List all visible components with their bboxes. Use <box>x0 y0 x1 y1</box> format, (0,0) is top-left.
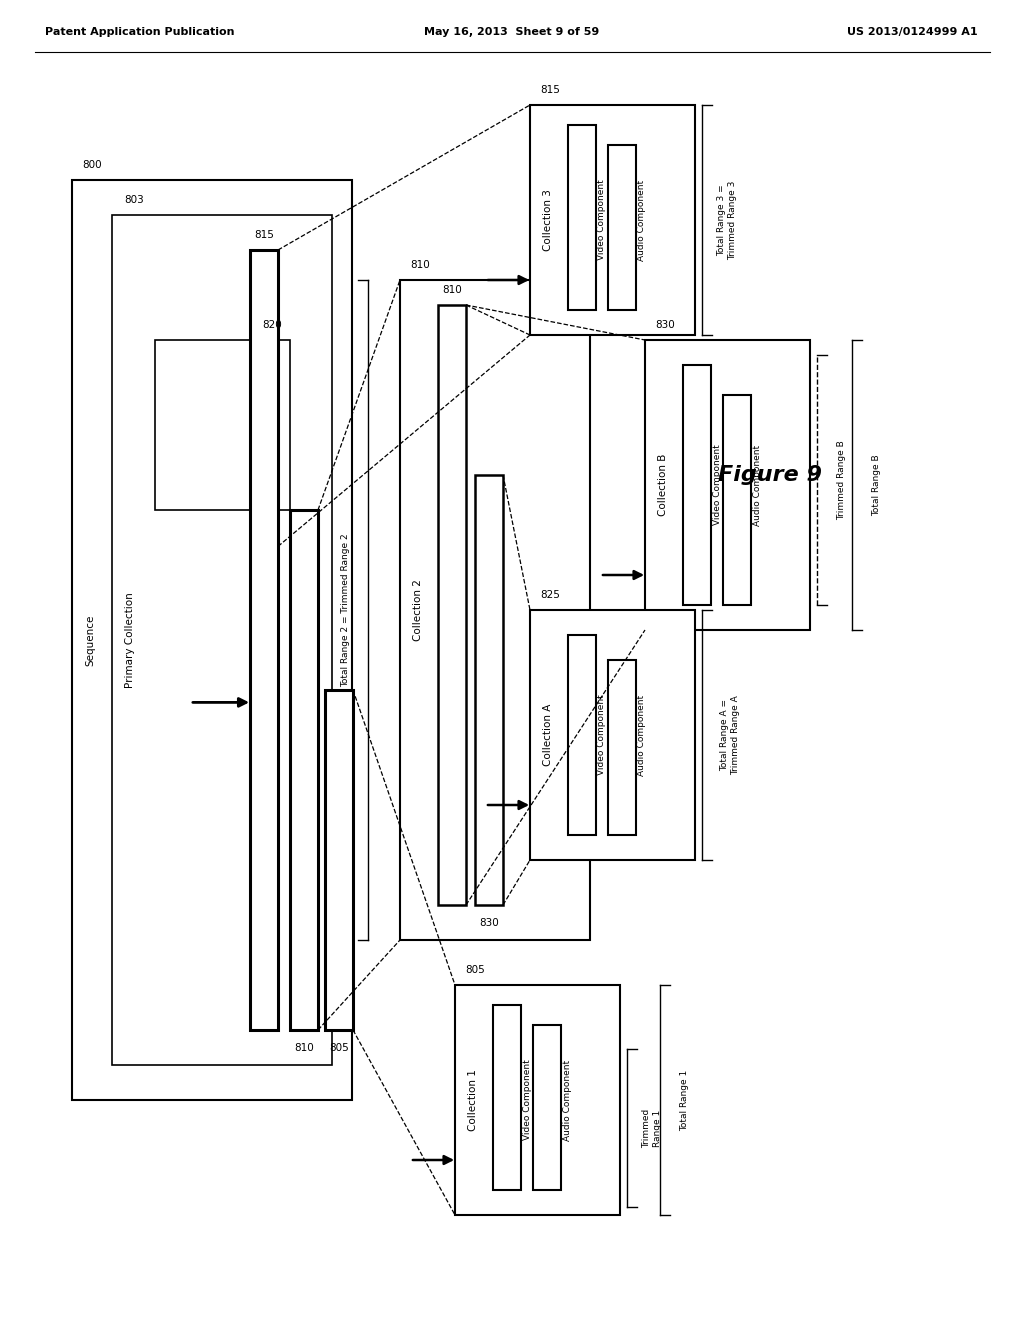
Text: Total Range 1: Total Range 1 <box>681 1069 689 1131</box>
Text: Primary Collection: Primary Collection <box>125 593 135 688</box>
Text: 815: 815 <box>254 230 274 240</box>
Text: Audio Component: Audio Component <box>638 180 646 260</box>
Bar <box>568 635 596 836</box>
Text: Audio Component: Audio Component <box>753 445 762 525</box>
Text: Video Component: Video Component <box>713 445 722 525</box>
Text: 810: 810 <box>294 1043 314 1053</box>
Text: Collection 1: Collection 1 <box>468 1069 478 1131</box>
Text: Total Range 2 = Trimmed Range 2: Total Range 2 = Trimmed Range 2 <box>341 533 350 686</box>
Bar <box>683 366 711 605</box>
Bar <box>645 341 810 630</box>
Bar <box>568 125 596 310</box>
Text: Collection A: Collection A <box>543 704 553 766</box>
Text: 820: 820 <box>262 319 282 330</box>
Text: 825: 825 <box>540 590 560 601</box>
Bar <box>112 215 332 1065</box>
Text: 810: 810 <box>410 260 430 271</box>
Text: Figure 9: Figure 9 <box>718 465 822 484</box>
Text: Video Component: Video Component <box>522 1060 531 1140</box>
Bar <box>438 305 466 906</box>
Bar <box>290 510 318 1030</box>
Bar <box>530 106 695 335</box>
Text: Trimmed Range B: Trimmed Range B <box>838 440 847 520</box>
Text: 830: 830 <box>479 917 499 928</box>
Bar <box>723 395 751 605</box>
Bar <box>400 280 590 940</box>
Bar <box>608 660 636 836</box>
Bar <box>530 610 695 861</box>
Text: 805: 805 <box>329 1043 349 1053</box>
Text: Total Range B: Total Range B <box>872 454 882 516</box>
Text: 803: 803 <box>124 195 143 205</box>
Text: Sequence: Sequence <box>85 614 95 665</box>
Bar <box>534 1026 561 1191</box>
Text: Collection 2: Collection 2 <box>413 579 423 642</box>
Text: Patent Application Publication: Patent Application Publication <box>45 26 234 37</box>
Bar <box>608 145 636 310</box>
Text: US 2013/0124999 A1: US 2013/0124999 A1 <box>848 26 978 37</box>
Text: 815: 815 <box>540 84 560 95</box>
Text: Audio Component: Audio Component <box>638 694 646 776</box>
Text: 800: 800 <box>82 160 101 170</box>
Text: Total Range A =
Trimmed Range A: Total Range A = Trimmed Range A <box>720 696 739 775</box>
Text: Trimmed
Range 1: Trimmed Range 1 <box>642 1109 662 1148</box>
Text: Video Component: Video Component <box>597 694 606 775</box>
Text: Audio Component: Audio Component <box>562 1060 571 1140</box>
Text: Collection B: Collection B <box>658 454 668 516</box>
Bar <box>325 690 353 1030</box>
Text: Collection 3: Collection 3 <box>543 189 553 251</box>
Text: 805: 805 <box>465 965 484 975</box>
Text: 830: 830 <box>655 319 675 330</box>
Bar <box>250 249 278 1030</box>
Bar <box>72 180 352 1100</box>
Bar <box>455 985 620 1214</box>
Bar <box>475 475 503 906</box>
Text: Video Component: Video Component <box>597 180 606 260</box>
Bar <box>493 1005 521 1191</box>
Text: 810: 810 <box>442 285 462 294</box>
Text: Total Range 3 =
Trimmed Range 3: Total Range 3 = Trimmed Range 3 <box>717 181 736 260</box>
Bar <box>155 341 290 510</box>
Text: May 16, 2013  Sheet 9 of 59: May 16, 2013 Sheet 9 of 59 <box>424 26 600 37</box>
